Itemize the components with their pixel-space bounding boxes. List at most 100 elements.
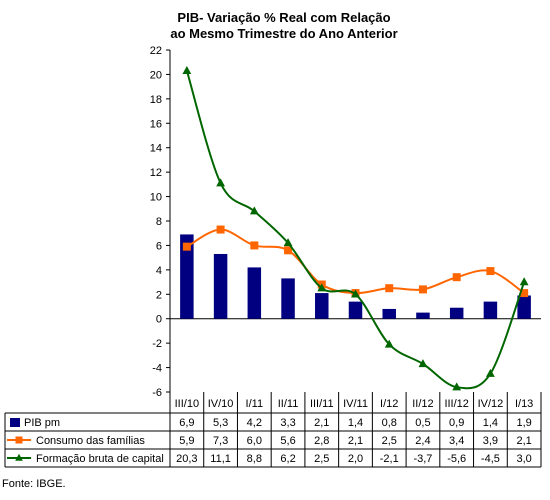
y-tick-label: 12 — [150, 167, 162, 179]
bar-pib-pm — [382, 308, 396, 319]
data-cell: 1,4 — [483, 417, 498, 429]
y-tick-label: -2 — [152, 338, 162, 350]
data-table: III/10 IV/10 I/11 II/11 III/11 IV/11 I/12 II/12… — [4, 392, 542, 468]
y-tick-label: 6 — [156, 240, 162, 252]
bar-pib-pm — [281, 278, 295, 319]
x-category-label: III/11 — [310, 398, 334, 410]
point-consumo — [182, 242, 191, 251]
x-category-label: I/12 — [380, 398, 398, 410]
bar-pib-pm — [416, 312, 430, 319]
point-fbc — [283, 238, 293, 247]
bar-pib-pm — [315, 293, 329, 319]
data-cell: 11,1 — [210, 453, 231, 465]
source-note: Fonte: IBGE. — [2, 478, 66, 490]
y-tick-label: -4 — [152, 363, 162, 375]
data-cell: 3,9 — [483, 435, 498, 447]
data-cell: 5,9 — [179, 435, 194, 447]
x-category-label: I/11 — [246, 398, 264, 410]
legend-key-marker-consumo — [15, 436, 23, 444]
x-category-label: III/10 — [175, 398, 199, 410]
y-tick-label: 8 — [156, 216, 162, 228]
y-tick-label: 16 — [150, 118, 162, 130]
point-fbc — [486, 368, 495, 377]
y-tick-label: 14 — [150, 143, 162, 155]
x-category-label: IV/12 — [478, 398, 504, 410]
bar-pib-pm — [517, 295, 531, 319]
data-cell: 0,8 — [382, 417, 397, 429]
x-category-label: III/12 — [444, 398, 468, 410]
point-consumo — [452, 273, 461, 282]
legend-label: Consumo das famílias — [36, 435, 145, 447]
data-cell: 5,6 — [280, 435, 295, 447]
x-category-label: II/11 — [278, 398, 299, 410]
data-cell: -5,6 — [447, 453, 466, 465]
point-consumo — [520, 289, 529, 298]
point-fbc — [216, 178, 225, 187]
y-tick-label: 22 — [150, 45, 162, 57]
x-category-label: I/13 — [515, 398, 533, 410]
data-cell: 0,5 — [415, 417, 430, 429]
line-fbc — [185, 70, 526, 390]
point-consumo — [250, 241, 259, 250]
data-cell: 1,4 — [348, 417, 363, 429]
point-consumo — [284, 246, 293, 255]
point-fbc — [351, 289, 360, 298]
data-cell: 1,9 — [516, 417, 531, 429]
chart-title-line2: ao Mesmo Trimestre do Ano Anterior — [170, 26, 397, 41]
plot-area: -6 -4 -2 0 2 4 6 8 10 12 14 16 18 20 22 — [150, 45, 541, 399]
line-consumo — [186, 228, 525, 295]
data-cell: 2,4 — [415, 435, 430, 447]
data-cell: 6,9 — [179, 417, 194, 429]
data-cell: 2,1 — [348, 435, 363, 447]
y-tick-label: -6 — [152, 387, 162, 399]
y-tick-label: 0 — [156, 314, 162, 326]
data-cell: 0,9 — [449, 417, 464, 429]
data-cell: 2,1 — [516, 435, 531, 447]
data-cell: -4,5 — [481, 453, 500, 465]
y-tick-label: 2 — [156, 289, 162, 301]
bar-pib-pm — [348, 301, 363, 319]
bar-pib-pm — [180, 234, 194, 319]
chart-title-line1: PIB- Variação % Real com Relação — [177, 10, 390, 25]
data-cell: -2,1 — [380, 453, 399, 465]
x-category-label: IV/10 — [208, 398, 234, 410]
data-cell: 2,8 — [314, 435, 329, 447]
data-cell: 5,3 — [213, 417, 228, 429]
data-cell: 2,5 — [314, 453, 329, 465]
y-tick-label: 20 — [150, 69, 162, 81]
legend-label: Formação bruta de capital — [36, 453, 164, 465]
bar-pib-pm — [247, 267, 262, 319]
bar-pib-pm — [483, 301, 498, 319]
data-cell: 2,5 — [382, 435, 397, 447]
point-fbc — [317, 283, 327, 292]
data-cell: 3,3 — [280, 417, 295, 429]
x-category-label: IV/11 — [343, 398, 368, 410]
point-fbc — [418, 359, 428, 368]
data-cell: 3,4 — [449, 435, 464, 447]
bar-pib-pm — [213, 253, 228, 319]
point-fbc — [384, 339, 394, 348]
data-cell: 8,8 — [247, 453, 262, 465]
y-tick-label: 4 — [156, 265, 162, 277]
data-cell: 7,3 — [213, 435, 228, 447]
legend-key-pib-pm — [10, 418, 20, 427]
data-cell: 6,2 — [280, 453, 295, 465]
data-cell: 6,0 — [247, 435, 262, 447]
point-fbc — [452, 382, 462, 391]
legend-label: PIB pm — [24, 417, 60, 429]
data-cell: -3,7 — [413, 453, 432, 465]
point-fbc — [519, 277, 529, 286]
data-cell: 4,2 — [247, 417, 262, 429]
point-consumo — [385, 284, 394, 293]
y-tick-label: 10 — [150, 192, 162, 204]
bar-pib-pm — [449, 307, 464, 319]
data-cell: 2,1 — [314, 417, 329, 429]
point-consumo — [486, 267, 495, 276]
point-fbc — [249, 206, 259, 215]
point-consumo — [216, 225, 225, 234]
point-fbc — [182, 65, 192, 74]
point-consumo — [418, 285, 427, 294]
data-cell: 3,0 — [516, 453, 531, 465]
legend-key-marker-fbc — [15, 453, 23, 461]
